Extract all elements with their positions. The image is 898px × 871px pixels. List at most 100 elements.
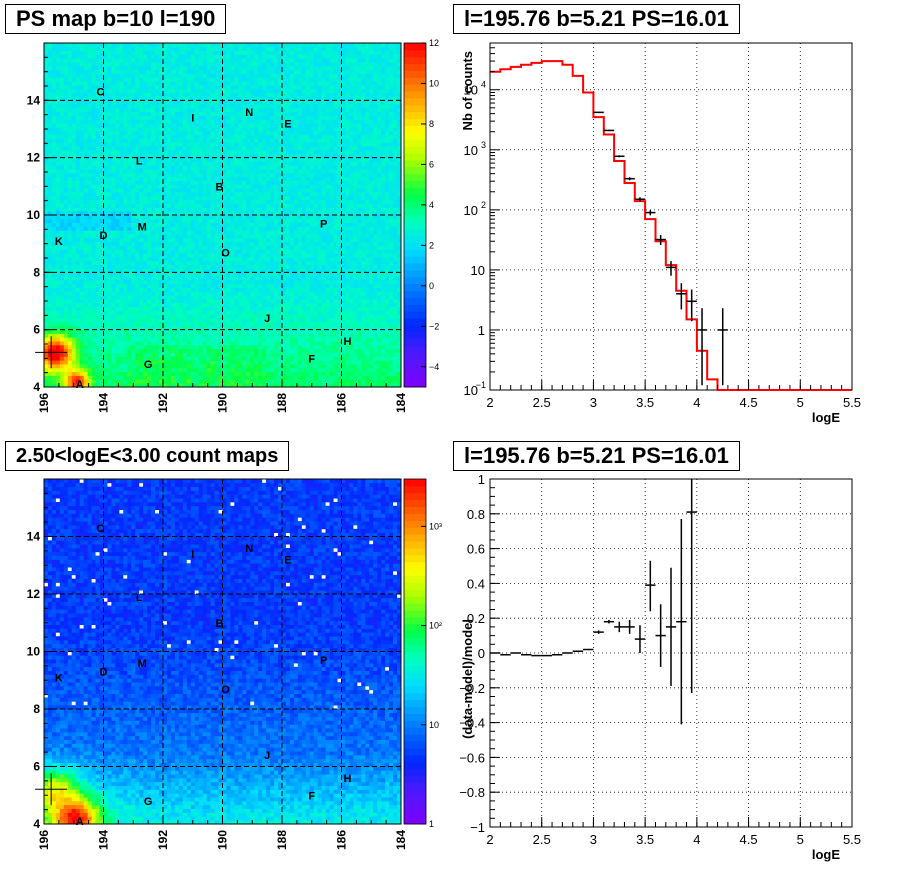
- ps-map-map-pixel: [226, 264, 231, 269]
- ps-map-map-pixel: [155, 50, 160, 55]
- ps-map-map-pixel: [139, 88, 144, 94]
- ps-map-map-pixel: [79, 268, 85, 273]
- ps-map-map-pixel: [166, 337, 172, 342]
- ps-map-map-pixel: [44, 85, 49, 90]
- ps-map-map-pixel: [91, 211, 96, 216]
- ps-map-map-pixel: [44, 123, 49, 128]
- ps-map-map-pixel: [115, 272, 120, 277]
- ps-map-map-pixel: [210, 203, 215, 208]
- ps-map-map-pixel: [194, 241, 200, 246]
- ps-map-map-pixel: [159, 207, 164, 212]
- ps-map-map-pixel: [79, 54, 85, 59]
- ps-map-map-pixel: [194, 188, 200, 193]
- ps-map-map-pixel: [210, 180, 215, 185]
- ps-map-map-pixel: [87, 207, 92, 212]
- ps-map-map-pixel: [59, 96, 65, 101]
- ps-map-map-pixel: [123, 241, 128, 246]
- ps-map-map-pixel: [170, 348, 176, 353]
- ps-map-map-pixel: [155, 341, 160, 346]
- ps-map-map-pixel: [222, 211, 227, 216]
- ps-map-map-pixel: [198, 222, 204, 227]
- ps-map-map-pixel: [147, 184, 152, 189]
- ps-map-map-pixel: [151, 226, 156, 231]
- ps-map-map-pixel: [83, 153, 88, 159]
- ps-map-map-pixel: [159, 234, 164, 239]
- ps-map-map-pixel: [67, 257, 73, 262]
- ps-map-map-pixel: [202, 207, 207, 212]
- ps-map-map-pixel: [159, 88, 164, 94]
- ps-map-map-pixel: [103, 306, 108, 311]
- ps-map-map-pixel: [103, 264, 108, 269]
- ps-map-map-pixel: [214, 314, 219, 319]
- ps-map-map-pixel: [103, 234, 108, 239]
- ps-map-map-pixel: [47, 341, 53, 346]
- ps-map-map-pixel: [206, 50, 211, 55]
- ps-map-map-pixel: [238, 96, 243, 101]
- ps-map-map-pixel: [246, 356, 251, 361]
- ps-map-map-pixel: [234, 169, 239, 174]
- ps-map-map-pixel: [139, 111, 144, 116]
- ps-map-map-pixel: [246, 115, 251, 120]
- ps-map-map-pixel: [99, 169, 104, 174]
- ps-map-map-pixel: [202, 73, 207, 78]
- ps-map-map-pixel: [79, 96, 85, 101]
- ps-map-map-pixel: [115, 241, 120, 246]
- ps-map-map-pixel: [115, 218, 120, 223]
- ps-map-map-pixel: [234, 337, 239, 342]
- ps-map-map-pixel: [107, 283, 112, 288]
- ps-map-map-pixel: [44, 383, 49, 388]
- ps-map-map-pixel: [166, 245, 172, 250]
- ps-map-map-pixel: [95, 138, 100, 143]
- ps-map-map-pixel: [63, 130, 69, 136]
- ps-map-map-pixel: [230, 92, 235, 97]
- ps-map-map-pixel: [242, 379, 247, 384]
- ps-map-map-pixel: [83, 257, 88, 262]
- ps-map-map-pixel: [111, 318, 116, 323]
- ps-map-map-pixel: [222, 50, 227, 55]
- ps-map-map-pixel: [206, 107, 211, 113]
- ps-map-map-pixel: [178, 77, 184, 82]
- ps-map-map-pixel: [194, 88, 200, 94]
- ps-map-map-pixel: [214, 184, 219, 189]
- ps-map-map-pixel: [103, 222, 108, 227]
- ps-map-map-pixel: [262, 207, 267, 212]
- ps-map-map-pixel: [214, 341, 219, 346]
- ps-map-map-pixel: [222, 165, 227, 170]
- ps-map-map-pixel: [111, 291, 116, 296]
- ps-map-map-pixel: [250, 375, 255, 380]
- ps-map-map-pixel: [246, 237, 251, 243]
- ps-map-map-pixel: [190, 73, 196, 78]
- ps-map-map-pixel: [198, 192, 204, 197]
- ps-map-map-pixel: [99, 337, 104, 342]
- ps-map-map-pixel: [174, 130, 180, 136]
- ps-map-map-pixel: [234, 100, 239, 105]
- ps-map-map-pixel: [55, 348, 61, 353]
- ps-map-map-pixel: [182, 184, 188, 189]
- ps-map-map-pixel: [131, 119, 136, 124]
- ps-map-map-pixel: [131, 43, 136, 48]
- ps-map-map-pixel: [159, 310, 164, 315]
- ps-map-map-pixel: [218, 226, 223, 231]
- ps-map-map-pixel: [103, 268, 108, 273]
- ps-map-map-pixel: [91, 115, 96, 120]
- ps-map-map-pixel: [206, 138, 211, 143]
- ps-map-map-pixel: [182, 153, 188, 159]
- ps-map-map-pixel: [67, 180, 73, 185]
- ps-map-map-pixel: [115, 203, 120, 208]
- ps-map-map-pixel: [59, 364, 65, 369]
- ps-map-map-pixel: [47, 150, 53, 155]
- ps-map-map-pixel: [186, 283, 192, 288]
- ps-map-map-pixel: [67, 295, 73, 300]
- ps-map-map-pixel: [166, 218, 172, 223]
- ps-map-map-pixel: [242, 344, 247, 350]
- ps-map-map-pixel: [107, 107, 112, 113]
- ps-map-map-pixel: [127, 211, 132, 216]
- ps-map-map-pixel: [242, 150, 247, 155]
- ps-map-map-pixel: [47, 127, 53, 132]
- ps-map-map-pixel: [198, 65, 204, 71]
- ps-map-map-pixel: [170, 276, 176, 281]
- ps-map-map-pixel: [83, 245, 88, 250]
- ps-map-map-pixel: [71, 375, 77, 380]
- ps-map-map-pixel: [99, 92, 104, 97]
- ps-map-map-pixel: [234, 260, 239, 266]
